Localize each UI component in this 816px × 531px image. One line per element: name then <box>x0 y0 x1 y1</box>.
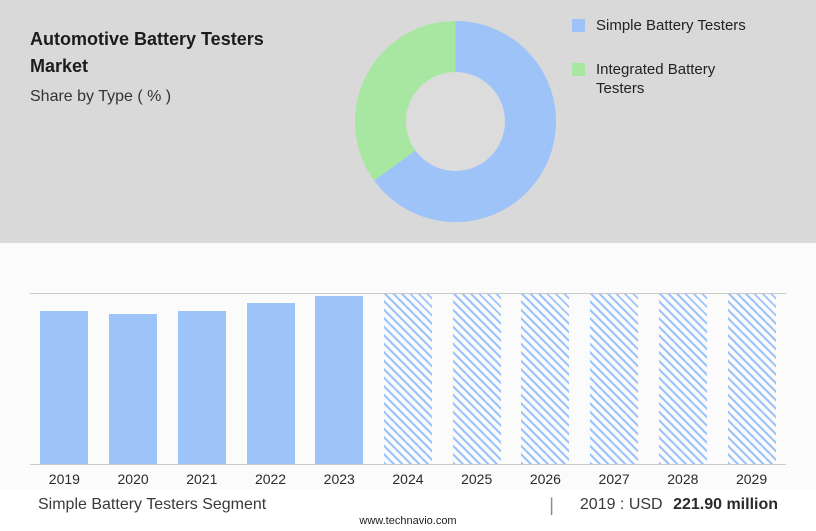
bar-2026-forecast <box>521 294 570 464</box>
year-label-2026: 2026 <box>529 471 561 487</box>
legend-item-simple: Simple Battery Testers <box>572 16 762 36</box>
year-label-2023: 2023 <box>323 471 355 487</box>
year-label-2019: 2019 <box>48 471 80 487</box>
bar-2022 <box>246 302 295 464</box>
year-label-2028: 2028 <box>667 471 699 487</box>
page-title-line1: Automotive Battery Testers <box>30 29 264 49</box>
value-amount: 221.90 million <box>673 496 778 513</box>
value-prefix: 2019 : USD <box>579 496 663 513</box>
chart-subtitle: Share by Type ( % ) <box>30 88 172 105</box>
header-panel: Automotive Battery Testers Market Share … <box>0 0 816 243</box>
year-label-2021: 2021 <box>186 471 218 487</box>
bar-2023 <box>315 295 364 464</box>
legend: Simple Battery Testers Integrated Batter… <box>572 16 762 123</box>
legend-label: Integrated Battery Testers <box>596 60 716 98</box>
market-value: 2019 : USD 221.90 million <box>580 496 778 514</box>
segment-label: Simple Battery Testers Segment <box>38 496 267 513</box>
x-axis-labels: 2019 2020 2021 2022 2023 2024 2025 2026 2027 2028… <box>30 471 786 487</box>
year-label-2022: 2022 <box>254 471 287 487</box>
title-block: Automotive Battery Testers Market Share … <box>30 26 330 106</box>
footer: Simple Battery Testers Segment | 2019 : … <box>0 490 816 531</box>
year-label-2024: 2024 <box>392 471 424 487</box>
footer-row: Simple Battery Testers Segment | 2019 : … <box>0 494 816 515</box>
bar-2019 <box>40 311 89 464</box>
legend-label: Simple Battery Testers <box>596 17 746 34</box>
website-text: www.technavio.com <box>359 515 457 527</box>
year-label-2025: 2025 <box>461 471 493 487</box>
blue-square-icon <box>572 19 585 32</box>
bar-2027-forecast <box>590 294 639 464</box>
donut-hole <box>406 72 505 171</box>
green-square-icon <box>572 62 585 76</box>
bar-2029-forecast <box>727 294 776 464</box>
bar-2020 <box>109 314 158 464</box>
separator-bar: | <box>549 494 554 515</box>
year-label-2029: 2029 <box>735 471 768 487</box>
bar-chart <box>30 293 786 465</box>
bar-2025-forecast <box>452 294 501 464</box>
bar-2028-forecast <box>658 294 707 464</box>
year-label-2027: 2027 <box>598 471 630 487</box>
bar-2024-forecast <box>383 294 432 464</box>
year-label-2020: 2020 <box>117 471 149 487</box>
page-title-line2: Market <box>30 56 89 76</box>
legend-item-integrated: Integrated Battery Testers <box>572 60 762 99</box>
donut-chart <box>355 21 556 222</box>
bar-2021 <box>177 311 226 464</box>
